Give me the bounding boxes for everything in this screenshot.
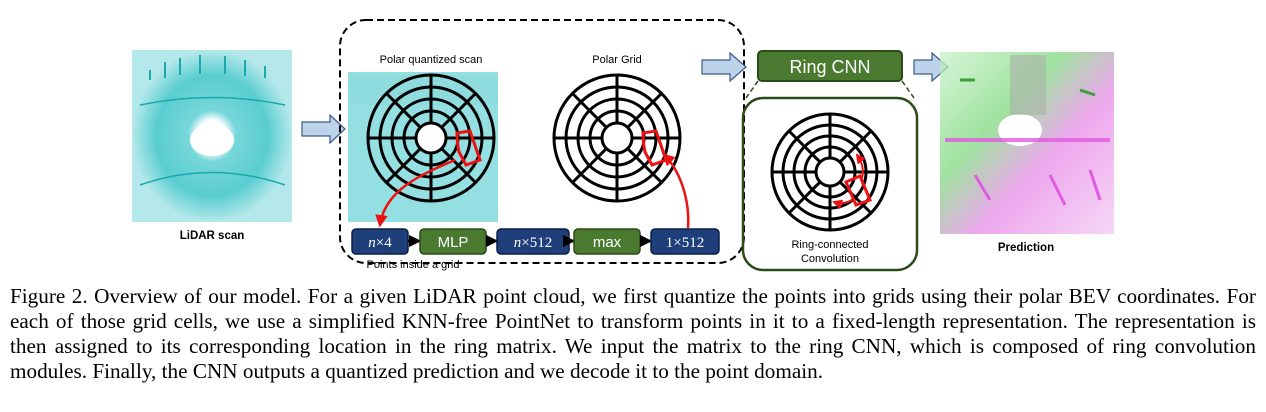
highlighted-cell-grid bbox=[641, 129, 668, 167]
ring-conv-arrow-up bbox=[855, 153, 866, 179]
ring-connected-label-2: Convolution bbox=[801, 253, 859, 265]
red-arrow-to-grid bbox=[662, 153, 690, 229]
pipeline: n×4 MLP n×512 max 1×512 bbox=[351, 228, 720, 255]
caption-text: Figure 2. Overview of our model. For a g… bbox=[10, 284, 1256, 383]
polar-quantized-scan-label: Polar quantized scan bbox=[380, 54, 483, 66]
polar-grid-label: Polar Grid bbox=[592, 54, 642, 66]
pipeline-box-output bbox=[650, 228, 720, 255]
ring-conv-grid bbox=[770, 112, 890, 232]
pipeline-input-var: n bbox=[368, 235, 376, 251]
points-inside-grid-label: Points inside a grid bbox=[367, 259, 460, 271]
highlighted-cell-scan bbox=[455, 129, 482, 167]
prediction-image bbox=[940, 52, 1114, 234]
ring-conv-detail-box bbox=[741, 96, 919, 272]
polar-grid-on-scan bbox=[366, 73, 496, 203]
pipeline-output-text: 1×512 bbox=[666, 235, 704, 251]
pipeline-feature-text: ×512 bbox=[521, 235, 552, 251]
lidar-scan-label: LiDAR scan bbox=[180, 230, 245, 242]
pipeline-feature-label: n×512 bbox=[514, 235, 552, 251]
ring-conv-kernel bbox=[844, 174, 872, 207]
ring-conv-arrow-left bbox=[832, 199, 853, 210]
pipeline-input-label: n×4 bbox=[368, 235, 392, 251]
polar-grid bbox=[552, 73, 682, 203]
prediction-label: Prediction bbox=[998, 242, 1054, 254]
overview-figure: LiDAR scan Polar quantized scan Polar Gr… bbox=[132, 19, 1114, 272]
arrow-to-quantizer bbox=[301, 113, 346, 145]
figure-caption: Figure 2. Overview of our model. For a g… bbox=[10, 284, 1256, 384]
ring-connected-label-1: Ring-connected bbox=[791, 239, 868, 251]
ring-cnn-box bbox=[757, 50, 903, 82]
pipeline-feature-var: n bbox=[514, 235, 522, 251]
pipeline-input-text: ×4 bbox=[376, 235, 392, 251]
ring-cnn-label: Ring CNN bbox=[789, 57, 870, 77]
figure-canvas: LiDAR scan Polar quantized scan Polar Gr… bbox=[132, 19, 1114, 272]
lidar-scan-image bbox=[132, 50, 292, 222]
arrow-to-ring-cnn bbox=[701, 51, 747, 83]
red-arrow-to-points bbox=[375, 158, 456, 228]
pipeline-max-text: max bbox=[593, 234, 622, 251]
pipeline-mlp-text: MLP bbox=[438, 234, 469, 251]
